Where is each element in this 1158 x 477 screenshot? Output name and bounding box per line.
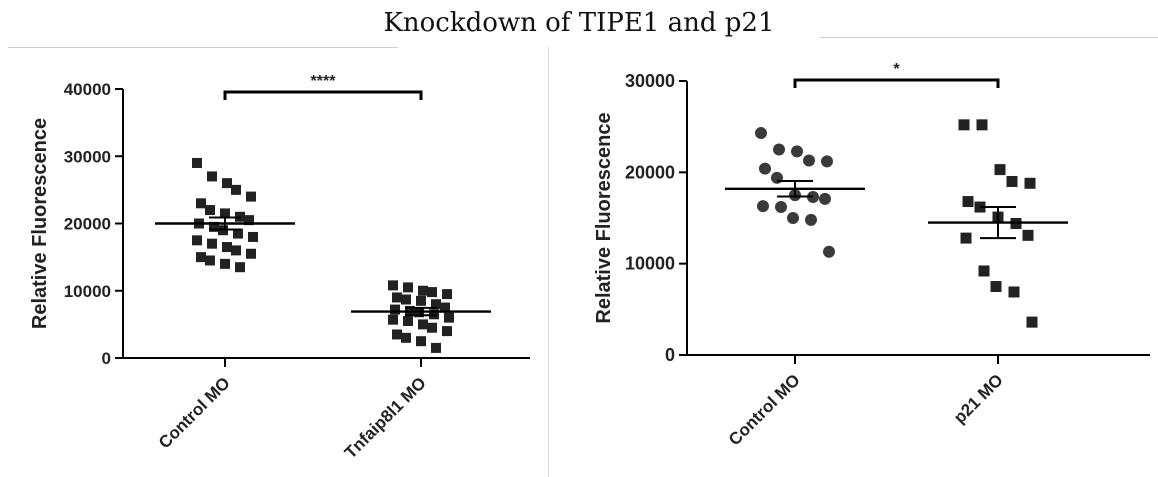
data-point xyxy=(390,304,400,315)
data-point xyxy=(222,178,232,189)
data-point xyxy=(192,157,202,168)
data-point xyxy=(440,302,450,313)
chart-panel-left: 0 10000 20000 30000 40000 Relative Fluorescen… xyxy=(29,73,530,462)
data-point xyxy=(207,238,217,249)
data-point xyxy=(1026,316,1038,328)
x-tick-label: Control MO xyxy=(155,373,234,452)
data-point xyxy=(220,208,230,219)
y-axis-title: Relative Fluorescence xyxy=(593,112,615,323)
data-point xyxy=(209,221,219,232)
panel-divider xyxy=(548,47,549,477)
data-point xyxy=(248,231,258,242)
data-point xyxy=(233,228,243,239)
y-tick-label: 40000 xyxy=(64,80,111,99)
data-point xyxy=(401,294,411,305)
data-point xyxy=(246,191,256,202)
data-point xyxy=(994,164,1006,176)
data-point xyxy=(235,262,245,273)
data-point xyxy=(427,322,437,333)
data-point xyxy=(431,342,441,353)
data-point xyxy=(976,119,988,131)
y-tick-label: 20000 xyxy=(64,215,111,234)
data-point xyxy=(775,201,787,214)
y-tick-label: 30000 xyxy=(625,71,675,91)
data-point xyxy=(192,235,202,246)
data-point xyxy=(755,127,767,140)
data-point xyxy=(1006,175,1018,187)
data-point xyxy=(805,213,817,226)
data-point xyxy=(427,287,437,298)
data-point xyxy=(418,285,428,296)
figure-title: Knockdown of TIPE1 and p21 xyxy=(383,8,775,38)
data-point xyxy=(962,196,974,208)
y-tick-label: 10000 xyxy=(625,254,675,274)
data-point xyxy=(207,171,217,182)
data-point xyxy=(791,145,803,158)
data-point xyxy=(222,242,232,253)
data-point xyxy=(978,265,990,277)
data-point xyxy=(444,312,454,323)
data-point xyxy=(442,326,452,337)
data-point xyxy=(418,319,428,330)
data-point xyxy=(429,309,439,320)
data-point xyxy=(803,154,815,167)
data-point xyxy=(388,314,398,325)
data-point xyxy=(231,245,241,256)
x-tick-label: Control MO xyxy=(725,370,804,449)
data-point xyxy=(821,155,833,168)
data-point xyxy=(757,200,769,213)
data-point xyxy=(819,192,831,205)
y-tick-label: 10000 xyxy=(64,282,111,301)
data-point xyxy=(771,171,783,184)
significance-bracket xyxy=(223,90,423,100)
data-point xyxy=(220,258,230,269)
data-point xyxy=(990,281,1002,292)
data-point xyxy=(205,255,215,266)
significance-bracket xyxy=(793,78,1000,88)
significance-label: * xyxy=(893,61,900,78)
data-point xyxy=(958,119,970,131)
data-point xyxy=(392,292,402,303)
data-point xyxy=(1024,177,1036,189)
data-point xyxy=(388,280,398,291)
divider-line-left xyxy=(8,47,398,48)
chart-panel-right: 0 10000 20000 30000 Relative Fluorescence Con… xyxy=(593,61,1150,449)
data-point xyxy=(244,215,254,226)
data-point xyxy=(1022,229,1034,241)
data-point xyxy=(403,316,413,327)
x-tick-label: Tnfaip8l1 MO xyxy=(341,373,430,462)
data-point xyxy=(196,198,206,209)
data-point xyxy=(196,252,206,263)
divider-line-right xyxy=(820,37,1158,38)
data-point xyxy=(401,332,411,343)
data-point xyxy=(392,329,402,340)
data-point xyxy=(246,248,256,259)
x-tick-label: p21 MO xyxy=(950,370,1007,427)
significance-label: **** xyxy=(311,73,337,90)
data-point xyxy=(773,143,785,156)
y-tick-label: 0 xyxy=(102,349,111,368)
data-point xyxy=(416,336,426,347)
data-point xyxy=(442,289,452,300)
data-point xyxy=(787,212,799,224)
data-point xyxy=(403,282,413,293)
data-point xyxy=(960,232,972,244)
data-point xyxy=(416,295,426,306)
data-point xyxy=(431,299,441,310)
data-point xyxy=(231,184,241,195)
data-point xyxy=(1008,286,1020,298)
y-tick-label: 20000 xyxy=(625,162,675,182)
data-point xyxy=(823,245,835,258)
data-point xyxy=(759,162,771,175)
y-axis-title: Relative Fluorescence xyxy=(29,118,51,329)
y-tick-label: 0 xyxy=(665,345,675,365)
data-point xyxy=(205,205,215,216)
y-tick-label: 30000 xyxy=(64,147,111,166)
